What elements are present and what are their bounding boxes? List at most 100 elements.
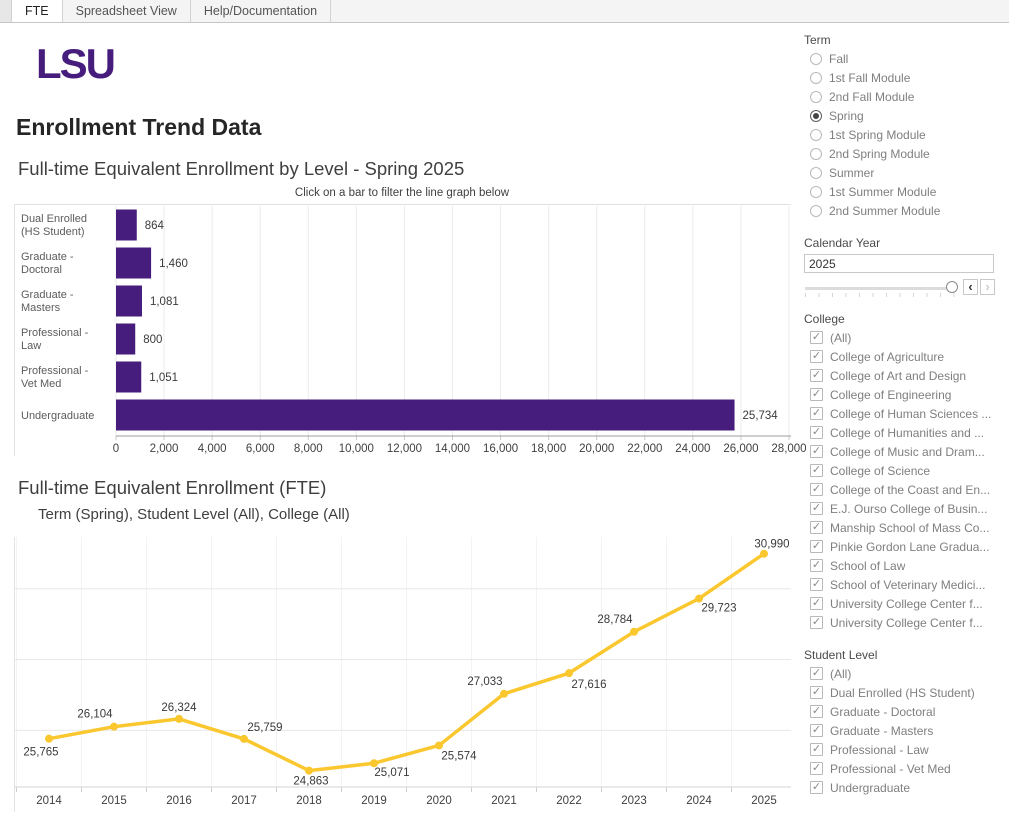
radio-selected-icon[interactable] <box>810 109 822 122</box>
college-option-college-of-music-and-dram[interactable]: ✓ College of Music and Dram... <box>804 442 1004 461</box>
bar-dual-enrolled-hs-student[interactable] <box>116 209 137 241</box>
student-level-option-undergraduate[interactable]: ✓ Undergraduate <box>804 778 1004 797</box>
bar-professional-vet-med[interactable] <box>116 361 142 393</box>
tab-scroll-stub[interactable] <box>0 0 12 22</box>
checkbox-checked-icon[interactable]: ✓ <box>810 686 823 699</box>
checkbox-checked-icon[interactable]: ✓ <box>810 407 823 420</box>
college-option-university-college-center-f[interactable]: ✓ University College Center f... <box>804 594 1004 613</box>
term-option-2nd-fall-module[interactable]: 2nd Fall Module <box>804 87 1004 106</box>
college-option-college-of-agriculture[interactable]: ✓ College of Agriculture <box>804 347 1004 366</box>
term-option-2nd-summer-module[interactable]: 2nd Summer Module <box>804 201 1004 220</box>
checkbox-checked-icon[interactable]: ✓ <box>810 483 823 496</box>
slider-prev-button[interactable]: ‹ <box>963 279 978 295</box>
college-option-pinkie-gordon-lane-gradua[interactable]: ✓ Pinkie Gordon Lane Gradua... <box>804 537 1004 556</box>
radio-icon[interactable] <box>810 166 822 179</box>
college-option-college-of-engineering[interactable]: ✓ College of Engineering <box>804 385 1004 404</box>
radio-icon[interactable] <box>810 147 822 160</box>
checkbox-checked-icon[interactable]: ✓ <box>810 762 823 775</box>
radio-icon[interactable] <box>810 52 822 65</box>
term-option-label: 2nd Summer Module <box>829 203 941 218</box>
slider-next-button[interactable]: › <box>980 279 995 295</box>
checkbox-checked-icon[interactable]: ✓ <box>810 540 823 553</box>
college-option-all[interactable]: ✓ (All) <box>804 328 1004 347</box>
checkbox-checked-icon[interactable]: ✓ <box>810 445 823 458</box>
checkbox-checked-icon[interactable]: ✓ <box>810 597 823 610</box>
checkbox-checked-icon[interactable]: ✓ <box>810 521 823 534</box>
college-option-college-of-science[interactable]: ✓ College of Science <box>804 461 1004 480</box>
line-point-2024[interactable] <box>695 594 703 603</box>
term-option-fall[interactable]: Fall <box>804 49 1004 68</box>
student-level-option-dual-enrolled-hs-student[interactable]: ✓ Dual Enrolled (HS Student) <box>804 683 1004 702</box>
checkbox-checked-icon[interactable]: ✓ <box>810 724 823 737</box>
bar-professional-law[interactable] <box>116 323 136 355</box>
line-point-2022[interactable] <box>565 669 573 678</box>
checkbox-checked-icon[interactable]: ✓ <box>810 781 823 794</box>
line-point-2025[interactable] <box>760 549 768 558</box>
checkbox-checked-icon[interactable]: ✓ <box>810 616 823 629</box>
checkbox-checked-icon[interactable]: ✓ <box>810 559 823 572</box>
line-point-2020[interactable] <box>435 741 443 750</box>
bar-graduate-masters[interactable] <box>116 285 142 317</box>
college-option-e-j-ourso-college-of-busin[interactable]: ✓ E.J. Ourso College of Busin... <box>804 499 1004 518</box>
radio-icon[interactable] <box>810 204 822 217</box>
term-option-summer[interactable]: Summer <box>804 163 1004 182</box>
term-option-1st-summer-module[interactable]: 1st Summer Module <box>804 182 1004 201</box>
radio-icon[interactable] <box>810 185 822 198</box>
student-level-option-professional-law[interactable]: ✓ Professional - Law <box>804 740 1004 759</box>
checkbox-checked-icon[interactable]: ✓ <box>810 369 823 382</box>
svg-text:10,000: 10,000 <box>339 443 374 455</box>
tab-fte[interactable]: FTE <box>12 0 63 22</box>
college-option-college-of-humanities-and[interactable]: ✓ College of Humanities and ... <box>804 423 1004 442</box>
checkbox-checked-icon[interactable]: ✓ <box>810 331 823 344</box>
svg-text:20,000: 20,000 <box>579 443 614 455</box>
tab-help-documentation[interactable]: Help/Documentation <box>191 0 332 22</box>
line-point-2016[interactable] <box>175 714 183 723</box>
college-option-university-college-center-f[interactable]: ✓ University College Center f... <box>804 613 1004 632</box>
radio-icon[interactable] <box>810 90 822 103</box>
line-point-2017[interactable] <box>240 734 248 743</box>
college-option-college-of-human-sciences[interactable]: ✓ College of Human Sciences ... <box>804 404 1004 423</box>
student-level-option-graduate-doctoral[interactable]: ✓ Graduate - Doctoral <box>804 702 1004 721</box>
line-point-2014[interactable] <box>45 734 53 743</box>
term-option-1st-fall-module[interactable]: 1st Fall Module <box>804 68 1004 87</box>
radio-icon[interactable] <box>810 128 822 141</box>
bar-undergraduate[interactable] <box>116 399 735 431</box>
slider-track[interactable] <box>805 287 953 290</box>
checkbox-checked-icon[interactable]: ✓ <box>810 502 823 515</box>
checkbox-checked-icon[interactable]: ✓ <box>810 464 823 477</box>
tab-spreadsheet-view[interactable]: Spreadsheet View <box>63 0 191 22</box>
checkbox-checked-icon[interactable]: ✓ <box>810 578 823 591</box>
college-option-manship-school-of-mass-co[interactable]: ✓ Manship School of Mass Co... <box>804 518 1004 537</box>
checkbox-checked-icon[interactable]: ✓ <box>810 743 823 756</box>
student-level-option-label: (All) <box>830 666 852 681</box>
term-option-spring[interactable]: Spring <box>804 106 1004 125</box>
line-point-2015[interactable] <box>110 722 118 731</box>
college-option-college-of-art-and-design[interactable]: ✓ College of Art and Design <box>804 366 1004 385</box>
slider-handle[interactable] <box>946 281 958 293</box>
checkbox-checked-icon[interactable]: ✓ <box>810 388 823 401</box>
checkbox-checked-icon[interactable]: ✓ <box>810 705 823 718</box>
college-option-label: University College Center f... <box>830 596 983 611</box>
calendar-year-input[interactable] <box>804 254 994 273</box>
student-level-option-all[interactable]: ✓ (All) <box>804 664 1004 683</box>
college-option-school-of-veterinary-medici[interactable]: ✓ School of Veterinary Medici... <box>804 575 1004 594</box>
college-option-college-of-the-coast-and-en[interactable]: ✓ College of the Coast and En... <box>804 480 1004 499</box>
term-filter-header: Term <box>804 33 831 47</box>
student-level-option-professional-vet-med[interactable]: ✓ Professional - Vet Med <box>804 759 1004 778</box>
college-option-school-of-law[interactable]: ✓ School of Law <box>804 556 1004 575</box>
line-point-2019[interactable] <box>370 759 378 768</box>
radio-icon[interactable] <box>810 71 822 84</box>
term-option-label: 1st Fall Module <box>829 70 911 85</box>
line-point-2018[interactable] <box>305 766 313 775</box>
line-point-2021[interactable] <box>500 689 508 698</box>
term-option-2nd-spring-module[interactable]: 2nd Spring Module <box>804 144 1004 163</box>
checkbox-checked-icon[interactable]: ✓ <box>810 426 823 439</box>
checkbox-checked-icon[interactable]: ✓ <box>810 667 823 680</box>
bar-graduate-doctoral[interactable] <box>116 247 152 279</box>
bar-chart-title: Full-time Equivalent Enrollment by Level… <box>18 158 465 179</box>
svg-text:2017: 2017 <box>231 795 257 807</box>
term-option-1st-spring-module[interactable]: 1st Spring Module <box>804 125 1004 144</box>
line-point-2023[interactable] <box>630 627 638 636</box>
student-level-option-graduate-masters[interactable]: ✓ Graduate - Masters <box>804 721 1004 740</box>
checkbox-checked-icon[interactable]: ✓ <box>810 350 823 363</box>
